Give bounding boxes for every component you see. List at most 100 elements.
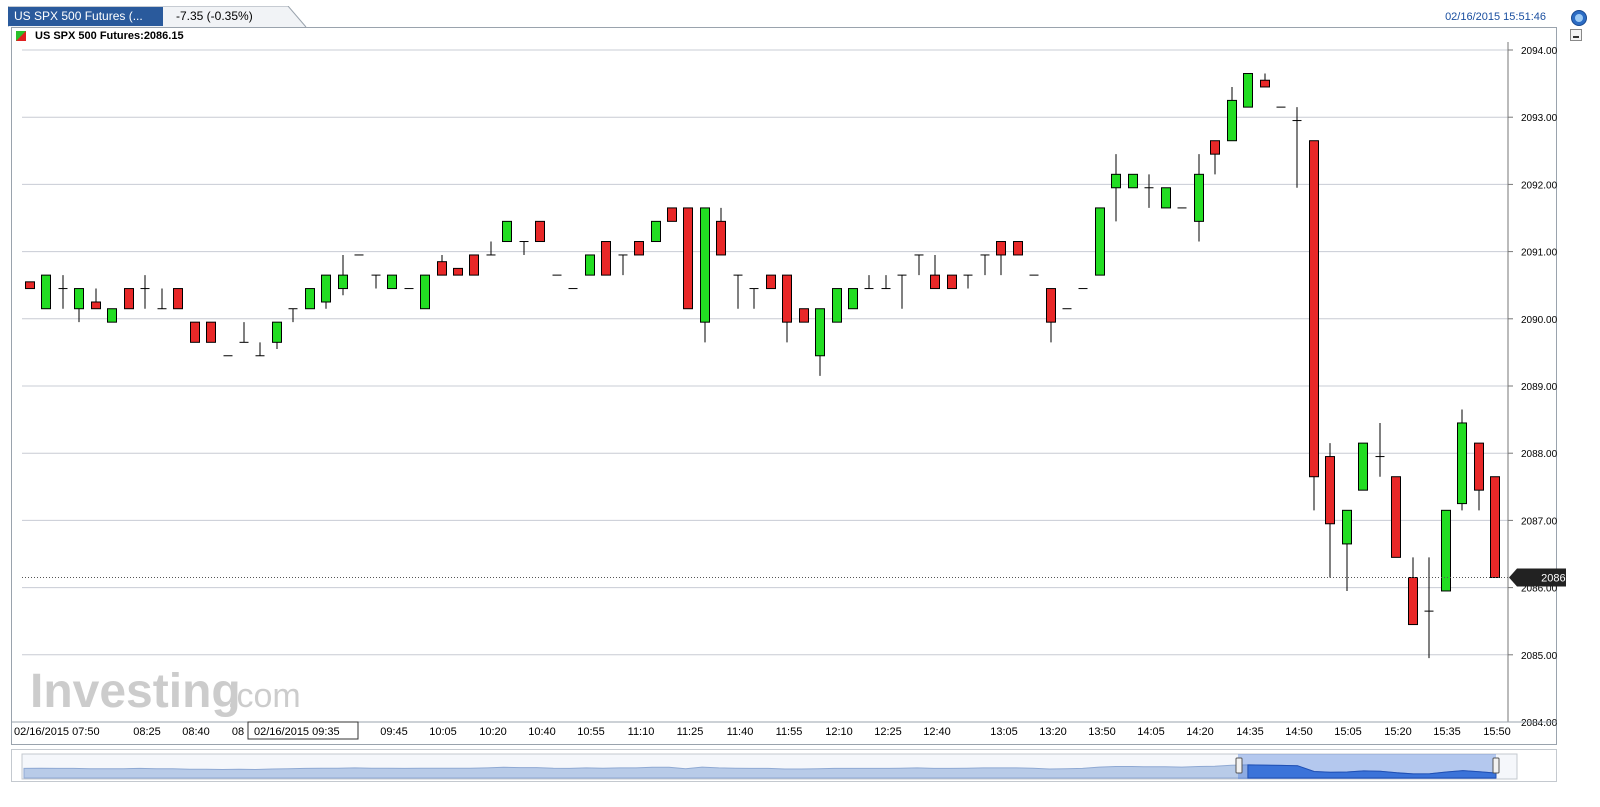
candle-body [1490,476,1500,579]
candle-body [124,288,134,310]
candle-body [420,274,430,310]
x-tick-label: 12:10 [825,726,853,738]
x-tick-label: 14:05 [1137,726,1165,738]
candle-body [601,241,611,276]
candle-body [1243,73,1253,108]
candle-body [766,274,776,290]
candle-body [91,301,101,310]
y-tick-label: 2089.00 [1521,382,1558,393]
navigator-left-handle[interactable] [1235,757,1243,774]
y-tick-label: 2087.00 [1521,516,1558,527]
candle-body [305,288,315,310]
candle-body [1260,79,1270,88]
candle-body [1210,140,1220,155]
candle-body [338,274,348,290]
candle-body [1441,509,1451,592]
navigator-pane[interactable] [11,749,1557,782]
y-tick-label: 2093.00 [1521,113,1558,124]
last-price-badge: 2086.15 [1509,568,1581,587]
candle-body [1309,140,1319,478]
x-tick-label: 11:10 [628,726,655,738]
globe-icon[interactable] [1571,10,1587,26]
candle-body [848,288,858,310]
x-tick-label: 11:55 [776,726,803,738]
candle-body [1408,577,1418,626]
candle-body [535,220,545,243]
candle-body [1095,207,1105,276]
candle-body [700,207,710,323]
x-tick-label: 15:05 [1334,726,1362,738]
candle-body [1457,422,1467,505]
navigator-chart [21,753,1518,780]
candle-body [453,267,463,276]
candle-body [832,288,842,323]
candle-body [272,321,282,343]
minimize-icon[interactable] [1570,29,1582,41]
x-tick-label: 11:40 [727,726,754,738]
candle-body [107,308,117,323]
candle-body [716,220,726,256]
x-tick-label: 10:20 [479,726,507,738]
candle-body [74,288,84,310]
x-tick-label: 08:40 [182,726,210,738]
candle-body [1358,442,1368,491]
candle-body [947,274,957,290]
candle-body [1325,456,1335,525]
watermark-brand: Investing [30,665,241,718]
candle-body [634,241,644,256]
x-tick-label: 12:25 [874,726,902,738]
candle-body [1391,476,1401,558]
x-tick-label: 15:35 [1433,726,1461,738]
x-tick-label: 02/16/2015 07:50 [14,726,100,738]
candle-body [782,274,792,323]
y-tick-label: 2084.00 [1521,718,1558,729]
navigator-right-handle[interactable] [1492,757,1500,774]
candle-body [930,274,940,290]
x-tick-label: 08:25 [133,726,161,738]
y-tick-label: 2085.00 [1521,651,1558,662]
candle-body [683,207,693,310]
x-tick-label: 13:05 [990,726,1018,738]
candle-body [437,261,447,276]
candle-body [1474,442,1484,491]
candle-body [799,308,809,323]
instrument-color-icon [16,31,26,41]
x-tick-label: 08 [232,726,244,738]
candle-body [1111,173,1121,189]
candle-body [1046,288,1056,323]
x-tick-label: 13:50 [1088,726,1116,738]
x-tick-label: 15:50 [1483,726,1511,738]
chart-frame [11,27,1557,745]
symbol-price-label: US SPX 500 Futures:2086.15 [35,30,184,42]
watermark: Investing .com [30,665,301,718]
instrument-tab[interactable]: US SPX 500 Futures (... [8,7,163,26]
y-tick-label: 2086.00 [1521,584,1558,595]
candle-body [206,321,216,343]
price-change: -7.35 (-0.35%) [176,9,253,23]
candle-body [25,281,35,290]
last-price-label: 2086.15 [1541,573,1581,585]
candle-body [1342,509,1352,545]
x-axis: 02/16/2015 07:50 08:25 08:40 08 09:45 10:05 10… [14,726,1511,738]
y-tick-label: 2094.00 [1521,46,1558,57]
watermark-suffix: .com [227,677,301,715]
candle-body [667,207,677,222]
candle-body [1194,173,1204,222]
candle-body [1161,187,1171,209]
x-tick-label: 09:45 [380,726,408,738]
x-tick-label: 14:50 [1285,726,1313,738]
candle-body [41,274,51,310]
x-tick-label: 10:40 [528,726,556,738]
x-tick-label: 14:20 [1186,726,1214,738]
candle-body [1013,241,1023,256]
candle-body [1128,173,1138,189]
candles [25,73,1500,659]
timestamp: 02/16/2015 15:51:46 [1445,11,1546,23]
y-axis: 2084.00 2085.00 2086.00 2087.00 2088.00 2089.… [12,42,1558,729]
x-tick-label: 10:05 [429,726,457,738]
candle-body [387,274,397,290]
candle-body [190,321,200,343]
candle-body [651,220,661,243]
x-tick-label: 10:55 [577,726,605,738]
